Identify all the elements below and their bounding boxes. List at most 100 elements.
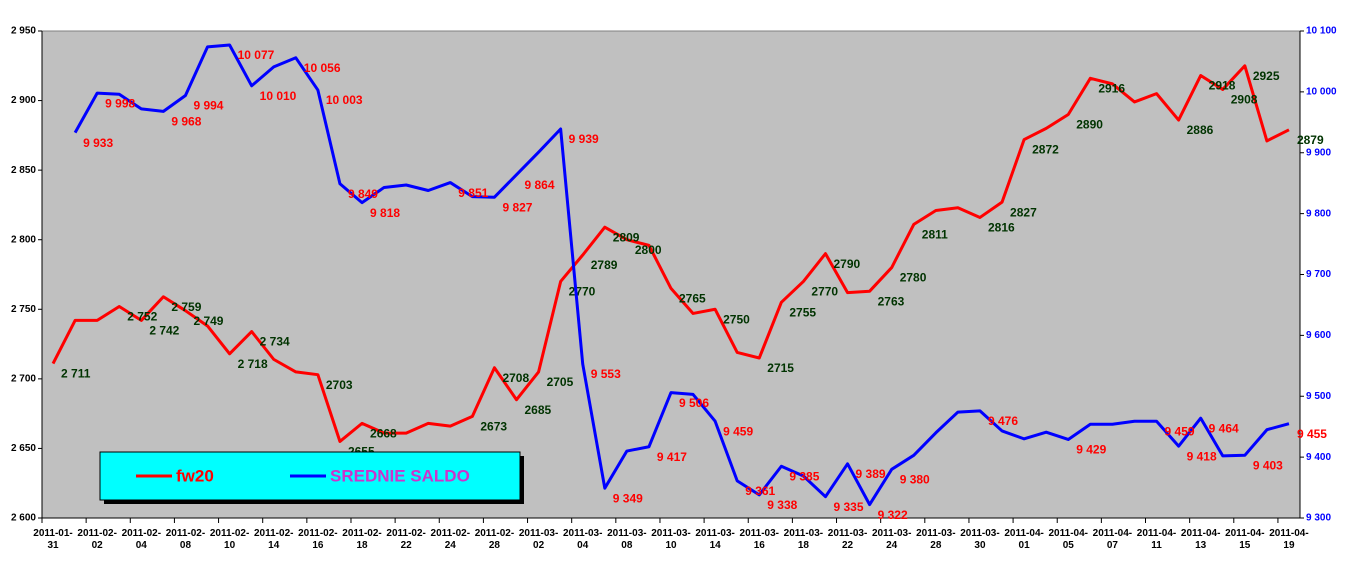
x-tick-label: 2011-04-15 xyxy=(1225,528,1265,551)
data-label: 10 077 xyxy=(238,48,275,62)
data-label: 2708 xyxy=(502,371,529,385)
data-label: 2872 xyxy=(1032,143,1059,157)
data-label: 9 335 xyxy=(833,500,863,514)
data-label: 2 711 xyxy=(61,367,91,381)
x-tick-label: 2011-04-07 xyxy=(1092,528,1133,551)
data-label: 9 361 xyxy=(745,484,775,498)
data-label: 2 718 xyxy=(238,357,268,371)
series-line xyxy=(51,64,1290,443)
data-label: 2705 xyxy=(547,375,574,389)
data-label: 2827 xyxy=(1010,205,1037,219)
x-tick-label: 2011-03-24 xyxy=(871,528,912,551)
data-label: 9 506 xyxy=(679,396,709,410)
y2-tick-label: 9 800 xyxy=(1306,208,1331,219)
data-label: 9 418 xyxy=(1187,449,1217,463)
series-line xyxy=(73,43,1290,507)
data-label: 2809 xyxy=(613,230,640,244)
data-label: 9 455 xyxy=(1297,427,1327,441)
data-label: 9 818 xyxy=(370,206,400,220)
data-label: 2879 xyxy=(1297,133,1324,147)
x-tick-label: 2011-02-28 xyxy=(474,528,515,551)
data-label: 9 476 xyxy=(988,414,1018,428)
data-label: 2908 xyxy=(1231,93,1258,107)
x-tick-label: 2011-03-22 xyxy=(827,528,868,551)
data-label: 2780 xyxy=(900,271,927,285)
data-label: 9 849 xyxy=(348,187,378,201)
x-tick-label: 2011-03-28 xyxy=(916,528,956,551)
data-label: 9 464 xyxy=(1209,421,1239,435)
x-tick-label: 2011-02-24 xyxy=(430,528,471,551)
y2-tick-label: 9 400 xyxy=(1306,452,1331,463)
data-label: 2 752 xyxy=(127,310,157,324)
x-tick-label: 2011-04-19 xyxy=(1269,528,1309,551)
y2-tick-label: 10 000 xyxy=(1306,87,1337,98)
x-tick-label: 2011-02-16 xyxy=(298,528,338,551)
plot-area xyxy=(41,30,1301,519)
x-tick-label: 2011-04-05 xyxy=(1048,528,1088,551)
data-label: 10 003 xyxy=(326,93,363,107)
data-label: 9 994 xyxy=(193,99,223,113)
data-label: 9 417 xyxy=(657,450,687,464)
data-label: 9 864 xyxy=(525,178,555,192)
data-label: 10 056 xyxy=(304,61,341,75)
data-label: 2770 xyxy=(811,285,838,299)
data-label: 2890 xyxy=(1076,118,1103,132)
data-label: 2715 xyxy=(767,361,794,375)
data-label: 2800 xyxy=(635,243,662,257)
data-label: 9 349 xyxy=(613,491,643,505)
x-tick-label: 2011-03-16 xyxy=(739,528,779,551)
y2-tick-label: 10 100 xyxy=(1306,26,1337,37)
data-label: 2763 xyxy=(878,294,905,308)
x-tick-label: 2011-02-18 xyxy=(342,528,382,551)
data-label: 2750 xyxy=(723,312,750,326)
x-tick-label: 2011-02-04 xyxy=(121,528,162,551)
y2-tick-label: 9 700 xyxy=(1306,269,1331,280)
data-label: 9 459 xyxy=(723,424,753,438)
data-label: 2685 xyxy=(525,403,552,417)
data-label: 9 459 xyxy=(1165,424,1195,438)
data-label: 9 827 xyxy=(502,200,532,214)
data-label: 2 749 xyxy=(193,314,223,328)
data-label: 2755 xyxy=(789,306,816,320)
data-label: 2918 xyxy=(1209,79,1236,93)
x-tick-label: 2011-03-18 xyxy=(783,528,824,551)
data-label: 9 322 xyxy=(878,508,908,522)
x-tick-label: 2011-02-02 xyxy=(77,528,117,551)
x-tick-label: 2011-03-08 xyxy=(607,528,647,551)
x-tick-label: 2011-03-02 xyxy=(518,528,559,551)
y-tick-label: 2 700 xyxy=(11,373,36,384)
data-label: 2673 xyxy=(480,420,507,434)
data-label: 2916 xyxy=(1098,81,1125,95)
data-label: 2703 xyxy=(326,378,353,392)
data-label: 2816 xyxy=(988,221,1015,235)
data-label: 2811 xyxy=(922,228,948,242)
y-tick-label: 2 800 xyxy=(11,234,36,245)
legend-label: SREDNIE SALDO xyxy=(330,466,470,485)
data-label: 10 010 xyxy=(260,89,297,103)
x-tick-label: 2011-01-31 xyxy=(33,528,73,551)
x-tick-label: 2011-03-30 xyxy=(960,528,1000,551)
data-label: 9 429 xyxy=(1076,443,1106,457)
data-label: 9 385 xyxy=(789,469,819,483)
x-tick-label: 2011-02-10 xyxy=(209,528,250,551)
y2-tick-label: 9 300 xyxy=(1306,513,1331,524)
data-label: 9 998 xyxy=(105,96,135,110)
data-label: 2789 xyxy=(591,258,618,272)
data-label: 2668 xyxy=(370,427,397,441)
data-label: 2886 xyxy=(1187,123,1214,137)
data-label: 2 742 xyxy=(149,324,179,338)
data-label: 9 403 xyxy=(1253,458,1283,472)
y2-tick-label: 9 600 xyxy=(1306,330,1331,341)
data-label: 9 933 xyxy=(83,136,113,150)
y-tick-label: 2 950 xyxy=(11,26,36,37)
data-label: 2765 xyxy=(679,292,706,306)
y-tick-label: 2 750 xyxy=(11,304,36,315)
data-label: 2770 xyxy=(569,285,596,299)
x-tick-label: 2011-03-14 xyxy=(695,528,735,551)
x-tick-label: 2011-03-04 xyxy=(562,528,603,551)
data-label: 9 389 xyxy=(856,467,886,481)
x-tick-label: 2011-02-22 xyxy=(386,528,426,551)
data-label: 2 759 xyxy=(171,300,201,314)
